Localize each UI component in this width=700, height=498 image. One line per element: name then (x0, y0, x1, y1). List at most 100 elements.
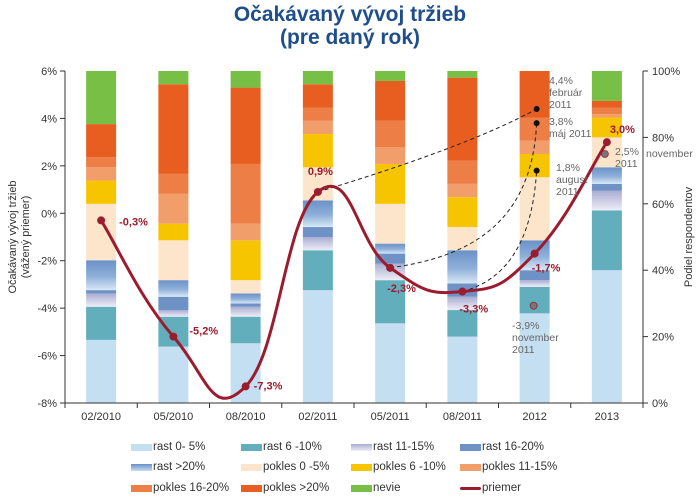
bar-segment-3 (230, 303, 261, 307)
bar-segment-4 (591, 167, 622, 184)
bar-segment-10 (230, 71, 261, 88)
bar-segment-3 (158, 296, 189, 311)
right-tick-label: 80% (652, 132, 674, 144)
bar-segment-9 (86, 124, 117, 158)
november-label: 2,5% 2011 (615, 146, 639, 170)
forecast-point (533, 120, 540, 127)
forecast-label-line: august (556, 174, 588, 186)
bar-segment-0 (86, 339, 117, 403)
right-tick-label: 20% (652, 332, 674, 344)
priemer-point (241, 382, 250, 391)
bar-segment-5 (86, 203, 117, 261)
bar-segment-1 (230, 316, 261, 344)
bar-segment-6 (519, 154, 550, 178)
x-tick-label: 02/2010 (81, 411, 121, 423)
forecast-label-line: 1,8% (556, 162, 580, 174)
left-tick-label: 6% (41, 66, 57, 78)
forecast-label: 4,4% február 2011 (549, 75, 583, 111)
priemer-value-label: -2,3% (387, 283, 416, 295)
priemer-value-label: -0,3% (119, 216, 148, 228)
priemer-point (313, 187, 322, 196)
forecast-dashed-line (462, 170, 538, 293)
forecast-dashed-line (317, 108, 537, 193)
bar-segment-9 (230, 87, 261, 164)
bar-segment-6 (447, 197, 478, 228)
bar-segment-6 (86, 180, 117, 204)
bar-segment-3 (302, 227, 333, 237)
bar-segment-2 (158, 310, 189, 317)
left-axis-title: Očakávaný vývoj tržieb(vážený priemer) (7, 180, 32, 293)
bar-segment-10 (86, 71, 117, 125)
priemer-value-label: -3,3% (459, 304, 488, 316)
priemer-point (530, 249, 539, 258)
forecast-point (533, 167, 540, 174)
bar-segment-6 (375, 163, 406, 204)
bar-segment-3 (375, 253, 406, 264)
bar-segment-9 (302, 84, 333, 108)
priemer-point (386, 263, 395, 272)
left-tick-label: -8% (37, 398, 57, 410)
x-tick-label: 08/2011 (443, 411, 482, 423)
priemer-value-label: 0,9% (308, 166, 333, 178)
bar-segment-7 (447, 183, 478, 198)
bar-segment-7 (591, 114, 622, 118)
bar-segment-8 (591, 107, 622, 115)
bar-segment-9 (158, 84, 189, 174)
left-axis-title-line: Očakávaný vývoj tržieb (7, 180, 19, 293)
bar-segment-10 (158, 71, 189, 85)
bar-segment-1 (375, 280, 406, 324)
chart-title: Očakávaný vývoj tržieb (233, 3, 467, 26)
forecast-label: 1,8% august 2011 (556, 162, 588, 198)
bar-segment-2 (591, 190, 622, 211)
x-tick-label: 02/2011 (298, 411, 337, 423)
forecast-label-line: 3,8% (549, 116, 573, 128)
left-tick-label: -2% (37, 256, 57, 268)
forecast-label-line: 2011 (549, 99, 572, 111)
bar-segment-6 (230, 240, 261, 281)
forecast-dashed-line (390, 123, 538, 269)
bar-segment-3 (519, 270, 550, 281)
left-tick-label: 2% (41, 161, 57, 173)
priemer-value-label: -1,7% (532, 263, 561, 275)
right-axis-title: Podiel respondentov (683, 186, 695, 287)
bar-segment-7 (230, 223, 261, 241)
left-tick-label: -4% (37, 303, 57, 315)
priemer-value-label: 3,0% (610, 124, 635, 136)
forecast-label-line: 2011 (556, 186, 579, 198)
bar-segment-2 (230, 306, 261, 317)
bar-segment-0 (302, 290, 333, 403)
bar-segment-5 (230, 280, 261, 294)
forecast-point (533, 105, 540, 112)
bar-segment-8 (302, 107, 333, 121)
priemer-point (97, 216, 106, 225)
bar-segment-4 (230, 293, 261, 304)
bar-segment-3 (591, 183, 622, 191)
bar-segment-10 (375, 71, 406, 81)
forecast-label: 3,8% máj 2011 (549, 116, 592, 140)
x-tick-label: 2012 (522, 411, 546, 423)
left-axis-title-line: (vážený priemer) (20, 196, 32, 279)
left-tick-label: 0% (41, 208, 57, 220)
bar-segment-2 (447, 296, 478, 311)
bar-segment-6 (302, 134, 333, 168)
november-label: -3,9% november 2011 (512, 320, 559, 356)
bar-segment-10 (591, 71, 622, 101)
bar-segment-8 (519, 117, 550, 141)
bar-segment-1 (158, 316, 189, 347)
bar-segment-5 (158, 240, 189, 281)
november-extra-label: november (646, 148, 693, 160)
bar-segment-10 (302, 71, 333, 85)
november-label-line: 2011 (615, 158, 638, 170)
bar-segment-0 (519, 313, 550, 403)
bar-segment-10 (447, 71, 478, 78)
x-tick-label: 05/2011 (371, 411, 410, 423)
november-label-line: november (512, 332, 559, 344)
bar-segment-2 (86, 293, 117, 307)
bar-segment-0 (375, 323, 406, 403)
bar-segment-9 (375, 80, 406, 121)
bar-segment-8 (158, 173, 189, 194)
priemer-line (99, 141, 609, 400)
bar-segment-9 (591, 100, 622, 108)
november-label-line: 2,5% (615, 146, 639, 158)
